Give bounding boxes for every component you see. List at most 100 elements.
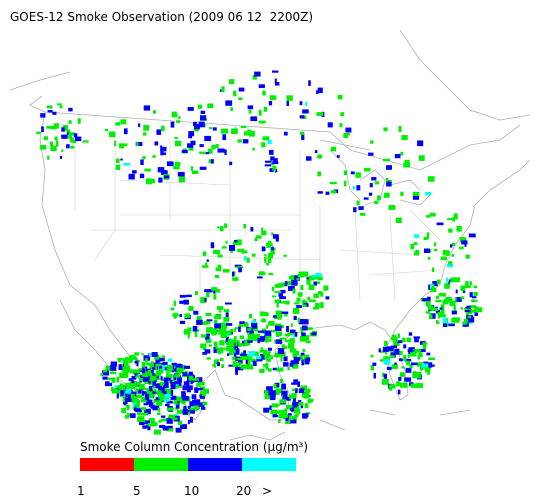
smoke-pixel	[246, 358, 251, 363]
smoke-pixel	[174, 161, 181, 166]
smoke-pixel	[306, 279, 311, 285]
smoke-pixel	[448, 261, 453, 265]
smoke-pixel	[447, 218, 452, 221]
smoke-pixel	[383, 356, 391, 360]
smoke-pixel	[137, 412, 143, 416]
smoke-pixel	[124, 362, 129, 368]
smoke-pixel	[240, 364, 246, 369]
smoke-pixel	[290, 275, 295, 281]
smoke-pixel	[359, 213, 366, 216]
smoke-pixel	[144, 388, 150, 391]
smoke-pixel	[161, 125, 165, 132]
smoke-pixel	[313, 293, 319, 299]
smoke-pixel	[451, 318, 459, 323]
smoke-pixel	[325, 191, 330, 195]
smoke-pixel	[128, 378, 133, 381]
smoke-pixel	[171, 365, 175, 370]
smoke-pixel	[117, 357, 123, 361]
smoke-pixel	[119, 383, 123, 387]
smoke-pixel	[151, 352, 158, 357]
smoke-pixel	[117, 385, 120, 388]
smoke-pixel	[286, 326, 289, 332]
smoke-pixel	[61, 134, 68, 139]
smoke-pixel	[159, 357, 165, 362]
smoke-pixel	[114, 140, 117, 147]
smoke-pixel	[271, 329, 276, 333]
smoke-pixel	[316, 281, 321, 284]
smoke-pixel	[432, 267, 435, 272]
smoke-pixel	[223, 316, 230, 322]
smoke-pixel	[61, 127, 65, 132]
smoke-pixel	[174, 136, 178, 139]
smoke-pixel	[285, 300, 290, 305]
smoke-pixel	[54, 123, 59, 128]
smoke-pixel	[43, 136, 48, 140]
smoke-pixel	[70, 145, 75, 149]
smoke-pixel	[158, 419, 162, 423]
smoke-pixel	[199, 394, 203, 398]
smoke-pixel	[370, 354, 374, 358]
smoke-pixel	[227, 338, 232, 345]
smoke-pixel	[300, 385, 308, 390]
smoke-pixel	[215, 343, 218, 349]
smoke-pixel	[178, 370, 185, 374]
smoke-pixel	[217, 347, 222, 354]
smoke-pixel	[132, 398, 140, 403]
smoke-pixel	[188, 131, 195, 137]
smoke-pixel	[413, 191, 420, 196]
smoke-pixel	[285, 418, 289, 422]
smoke-pixel	[238, 97, 243, 101]
smoke-pixel	[266, 352, 271, 357]
smoke-pixel	[343, 180, 347, 187]
smoke-pixel	[199, 151, 206, 154]
smoke-pixel	[305, 391, 309, 396]
smoke-pixel	[238, 267, 242, 273]
smoke-pixel	[286, 100, 289, 106]
smoke-pixel	[283, 254, 287, 257]
smoke-pixel	[386, 366, 392, 371]
smoke-pixel	[153, 110, 157, 114]
smoke-pixel	[164, 361, 168, 365]
smoke-pixel	[173, 368, 177, 372]
smoke-pixel	[266, 386, 273, 392]
smoke-pixel	[320, 291, 324, 297]
smoke-pixel	[194, 387, 199, 393]
smoke-pixel	[436, 310, 441, 314]
smoke-pixel	[315, 303, 320, 308]
smoke-pixel	[426, 362, 433, 368]
smoke-pixel	[280, 356, 283, 362]
smoke-pixel	[291, 407, 297, 412]
smoke-pixel	[299, 115, 305, 119]
smoke-pixel	[215, 274, 220, 278]
smoke-pixel	[329, 181, 337, 185]
smoke-pixel	[240, 355, 248, 360]
smoke-pixel	[425, 191, 432, 196]
smoke-pixel	[291, 280, 296, 286]
smoke-pixel	[154, 383, 161, 386]
smoke-pixel	[282, 391, 286, 396]
smoke-pixel	[154, 356, 160, 360]
smoke-pixel	[233, 90, 237, 97]
smoke-pixel	[188, 134, 193, 139]
smoke-pixel	[397, 333, 401, 338]
smoke-pixel	[172, 415, 175, 421]
smoke-pixel	[179, 300, 185, 304]
smoke-pixel	[231, 345, 235, 349]
smoke-pixel	[254, 71, 261, 77]
smoke-pixel	[383, 373, 387, 379]
smoke-pixel	[279, 337, 287, 340]
smoke-pixel	[412, 371, 417, 375]
smoke-pixel	[453, 277, 460, 283]
smoke-pixel	[340, 112, 345, 117]
smoke-pixel	[257, 330, 265, 333]
smoke-pixel	[161, 170, 168, 175]
smoke-pixel	[330, 190, 337, 194]
smoke-pixel	[467, 315, 472, 319]
smoke-pixel	[59, 156, 63, 159]
smoke-pixel	[105, 365, 113, 371]
smoke-pixel	[473, 292, 478, 296]
smoke-pixel	[450, 277, 454, 283]
smoke-pixel	[198, 121, 205, 128]
smoke-pixel	[252, 360, 257, 366]
smoke-pixel	[233, 336, 237, 340]
